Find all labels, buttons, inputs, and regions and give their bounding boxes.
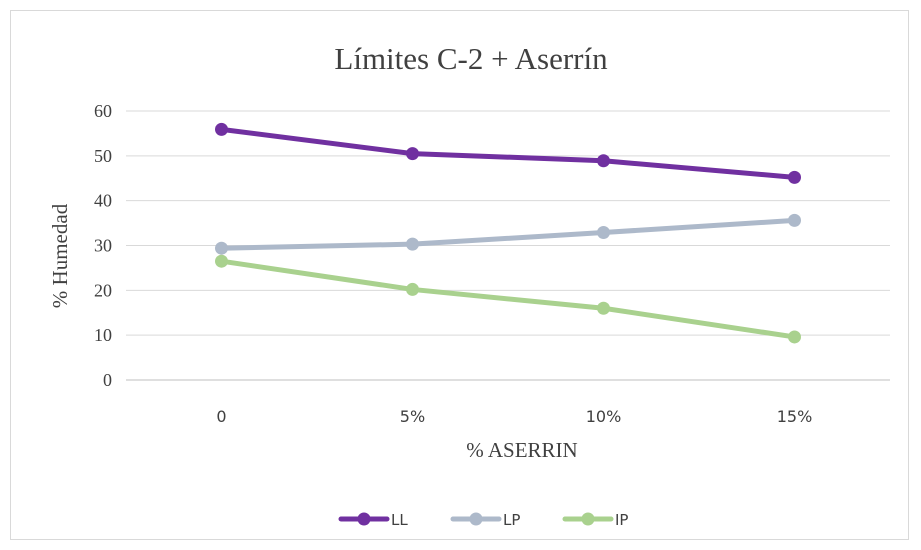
chart-frame: Límites C-2 + Aserrín 0 10 20 30 40 50 60 0 5% 1… <box>10 10 909 540</box>
y-axis-ticks: 0 10 20 30 40 50 60 <box>94 101 112 390</box>
x-axis-title: % ASERRIN <box>466 438 577 462</box>
y-tick-label: 20 <box>94 280 112 300</box>
data-point-ll <box>788 170 801 184</box>
x-axis-ticks: 0 5% 10% 15% <box>216 407 812 426</box>
series-line-lp <box>219 217 797 251</box>
data-point-ll <box>597 154 610 168</box>
data-point-lp <box>215 241 228 255</box>
legend-marker-lp <box>469 512 483 526</box>
x-tick-label: 15% <box>777 407 813 426</box>
data-point-ip <box>406 282 419 296</box>
data-point-lp <box>597 225 610 239</box>
data-point-ll <box>215 122 228 136</box>
legend-label-ip: IP <box>615 511 628 529</box>
y-tick-label: 10 <box>94 325 112 345</box>
data-point-ll <box>406 147 419 161</box>
x-tick-label: 0 <box>216 407 226 426</box>
line-chart: Límites C-2 + Aserrín 0 10 20 30 40 50 60 0 5% 1… <box>48 41 890 529</box>
y-tick-label: 50 <box>94 146 112 166</box>
chart-title: Límites C-2 + Aserrín <box>334 41 608 76</box>
data-point-lp <box>406 237 419 251</box>
data-point-ip <box>788 330 801 344</box>
series-line-ll <box>219 126 797 180</box>
data-point-lp <box>788 213 801 227</box>
legend-label-ll: LL <box>391 511 408 529</box>
data-point-ip <box>215 254 228 268</box>
x-tick-label: 10% <box>586 407 622 426</box>
y-axis-title: % Humedad <box>48 203 72 308</box>
legend-marker-ip <box>581 512 595 526</box>
legend-label-lp: LP <box>503 511 520 529</box>
legend: LL LP IP <box>338 511 628 529</box>
y-tick-label: 40 <box>94 191 112 211</box>
series-lines <box>215 122 801 344</box>
y-tick-label: 0 <box>103 370 112 390</box>
y-tick-label: 30 <box>94 236 112 256</box>
y-tick-label: 60 <box>94 101 112 121</box>
data-point-ip <box>597 301 610 315</box>
legend-marker-ll <box>357 512 371 526</box>
series-line-ip <box>219 258 797 340</box>
x-tick-label: 5% <box>400 407 425 426</box>
